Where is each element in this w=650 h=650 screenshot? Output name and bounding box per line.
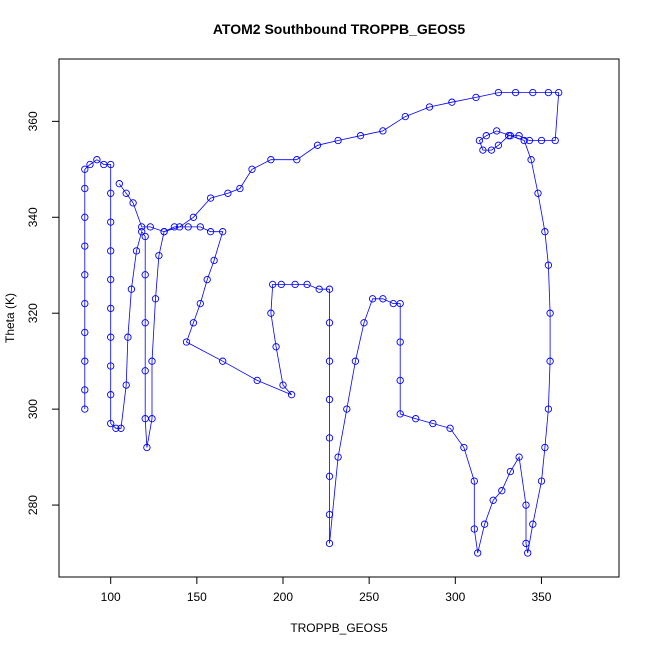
y-tick-label: 360: [26, 111, 40, 131]
y-axis-label: Theta (K): [3, 293, 17, 343]
x-tick-label: 350: [531, 590, 551, 604]
y-tick-label: 280: [26, 495, 40, 515]
x-axis: 100 150 200 250 300 350: [101, 577, 552, 604]
data-series: [82, 89, 562, 556]
y-tick-label: 340: [26, 207, 40, 227]
x-tick-label: 100: [101, 590, 121, 604]
x-tick-label: 150: [187, 590, 207, 604]
series-line: [85, 93, 559, 553]
y-axis: 280 300 320 340 360: [26, 111, 59, 515]
plot-frame: [59, 59, 619, 577]
chart-title: ATOM2 Southbound TROPPB_GEOS5: [213, 21, 465, 37]
y-tick-label: 300: [26, 399, 40, 419]
x-axis-label: TROPPB_GEOS5: [290, 621, 388, 635]
x-tick-label: 200: [273, 590, 293, 604]
x-tick-label: 250: [359, 590, 379, 604]
x-tick-label: 300: [445, 590, 465, 604]
y-tick-label: 320: [26, 303, 40, 323]
